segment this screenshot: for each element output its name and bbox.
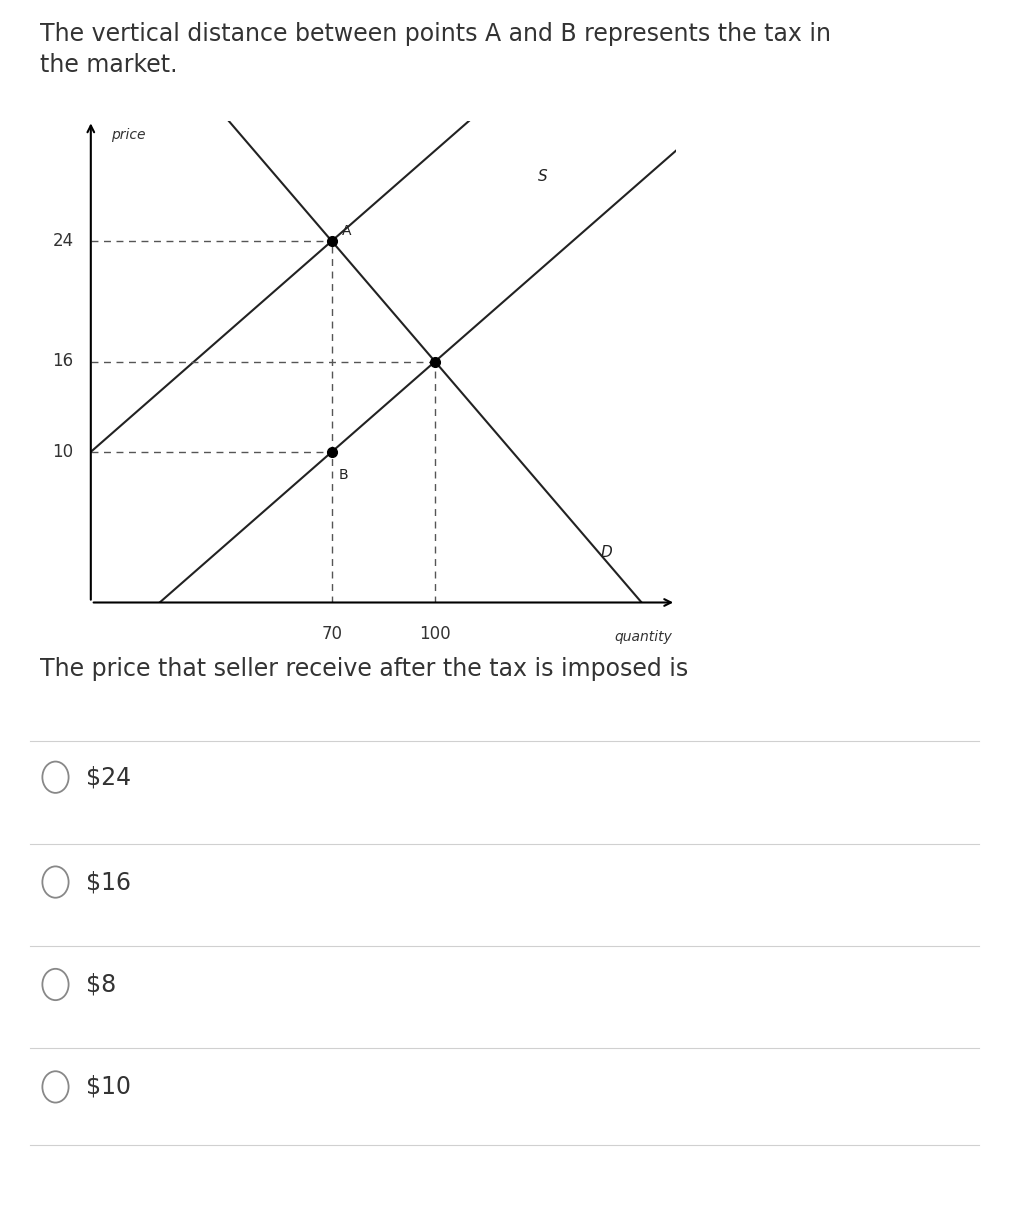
Text: The vertical distance between points A and B represents the tax in
the market.: The vertical distance between points A a…	[40, 22, 831, 77]
Text: 10: 10	[52, 443, 74, 460]
Text: B: B	[339, 468, 348, 482]
Text: $10: $10	[86, 1075, 131, 1099]
Text: $8: $8	[86, 972, 116, 997]
Text: S: S	[539, 169, 548, 183]
Text: $16: $16	[86, 870, 131, 894]
Text: $24: $24	[86, 765, 131, 789]
Text: The price that seller receive after the tax is imposed is: The price that seller receive after the …	[40, 657, 688, 681]
Text: price: price	[111, 128, 146, 142]
Text: 24: 24	[52, 233, 74, 249]
Text: quantity: quantity	[614, 629, 673, 643]
Text: A: A	[342, 224, 351, 237]
Text: D: D	[600, 546, 612, 560]
Text: 100: 100	[420, 625, 451, 643]
Text: 16: 16	[52, 353, 74, 370]
Text: 70: 70	[321, 625, 342, 643]
